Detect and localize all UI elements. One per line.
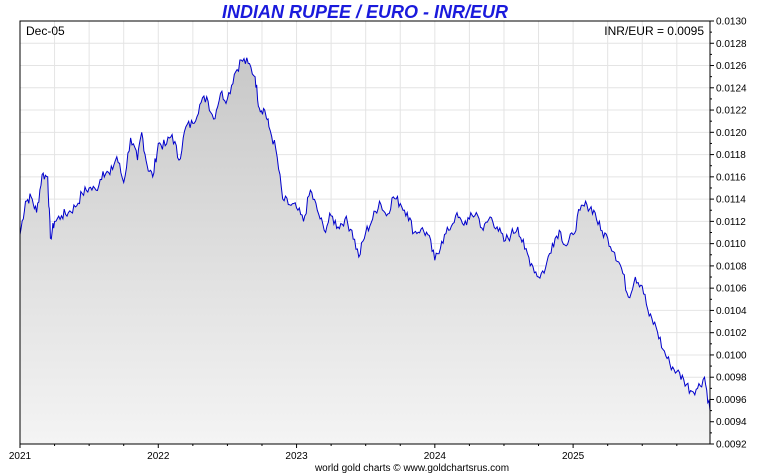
x-tick-label: 2024 — [424, 451, 447, 462]
y-tick-label: 0.0108 — [716, 261, 747, 272]
x-axis: 2021 2022 2023 2024 2025 — [9, 444, 678, 462]
y-tick-label: 0.0118 — [716, 150, 746, 161]
x-tick-label: 2025 — [562, 451, 585, 462]
y-tick-label: 0.0098 — [716, 373, 747, 384]
y-tick-label: 0.0124 — [716, 83, 747, 94]
y-tick-label: 0.0126 — [716, 61, 747, 72]
y-tick-label: 0.0106 — [716, 284, 747, 295]
y-tick-label: 0.0110 — [716, 239, 746, 250]
y-tick-label: 0.0128 — [716, 39, 747, 50]
y-tick-label: 0.0116 — [716, 172, 746, 183]
y-tick-label: 0.0130 — [716, 17, 747, 28]
y-tick-label: 0.0102 — [716, 328, 747, 339]
x-tick-label: 2023 — [285, 451, 308, 462]
credit-text: world gold charts © www.goldchartsrus.co… — [314, 463, 509, 474]
chart-title: INDIAN RUPEE / EURO - INR/EUR — [221, 2, 509, 22]
y-axis: 0.0130 0.0128 0.0126 0.0124 0.0122 0.0120 0.01… — [710, 17, 747, 451]
date-label: Dec-05 — [26, 24, 65, 38]
y-tick-label: 0.0120 — [716, 128, 747, 139]
y-tick-label: 0.0092 — [716, 440, 747, 451]
series-line-inr-eur — [19, 57, 711, 411]
area-fill — [20, 57, 710, 445]
y-tick-label: 0.0096 — [716, 395, 747, 406]
y-tick-label: 0.0114 — [716, 195, 746, 206]
y-tick-label: 0.0094 — [716, 417, 747, 428]
y-tick-label: 0.0122 — [716, 106, 747, 117]
x-tick-label: 2021 — [9, 451, 32, 462]
y-tick-label: 0.0100 — [716, 350, 747, 361]
current-value-label: INR/EUR = 0.0095 — [604, 24, 704, 38]
x-tick-label: 2022 — [147, 451, 170, 462]
y-tick-label: 0.0104 — [716, 306, 747, 317]
y-tick-label: 0.0112 — [716, 217, 746, 228]
